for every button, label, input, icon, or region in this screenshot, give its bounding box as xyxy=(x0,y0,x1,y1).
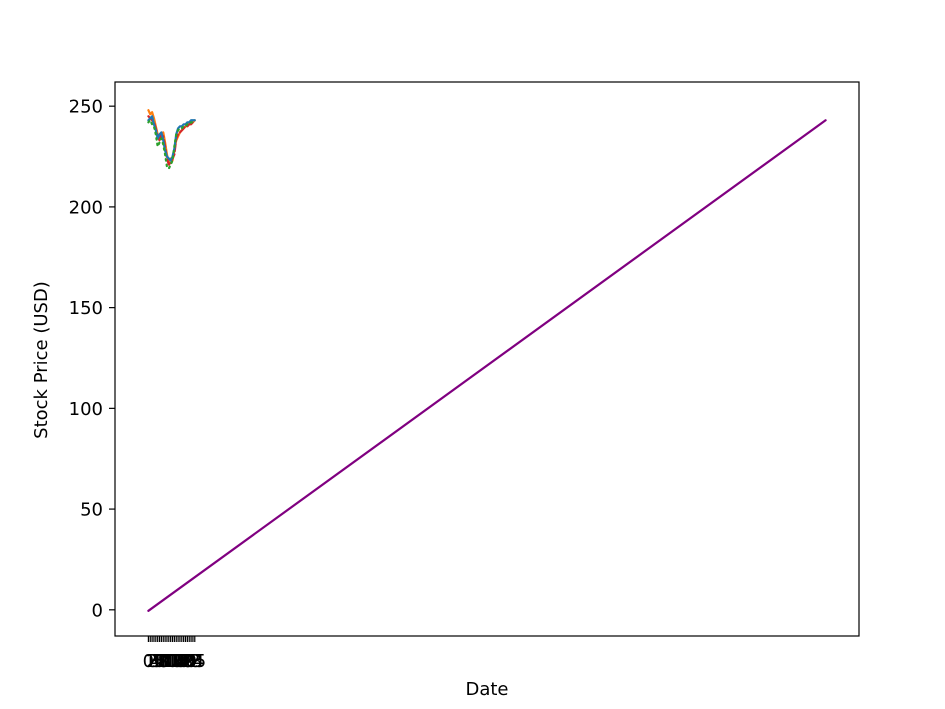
x-tick-label: 18 xyxy=(170,651,193,672)
y-tick-label: 0 xyxy=(92,600,103,621)
plot-frame xyxy=(114,81,860,637)
x-tick-label: 22 xyxy=(178,651,201,672)
x-tick-label: 2 xyxy=(146,651,157,672)
x-tick-label: 10 xyxy=(155,651,178,672)
x-tick-label: 5 xyxy=(152,651,163,672)
series-line-5 xyxy=(147,119,827,612)
x-tick-label: 25 xyxy=(183,651,206,672)
x-tick-label: 16 xyxy=(167,651,190,672)
y-tick-label: 250 xyxy=(69,97,103,118)
y-tick-label: 150 xyxy=(69,298,103,319)
x-tick-label: 14 xyxy=(163,651,186,672)
x-tick-label: 9 xyxy=(159,651,170,672)
x-tick-label: 13 xyxy=(161,651,184,672)
plot-lines xyxy=(147,109,827,612)
y-tick-label: 200 xyxy=(69,197,103,218)
x-tick-label: 17 xyxy=(168,651,191,672)
x-tick-label: 1 xyxy=(145,651,156,672)
y-tick-label: 50 xyxy=(80,500,103,521)
x-tick-label: 20 xyxy=(174,651,197,672)
x-tick-label: 0 xyxy=(143,651,154,672)
x-axis-label: Date xyxy=(465,679,508,700)
x-tick-label: 11 xyxy=(157,651,180,672)
y-tick-label: 100 xyxy=(69,399,103,420)
x-tick-label: 19 xyxy=(172,651,195,672)
x-tick-label: 7 xyxy=(156,651,167,672)
x-axis-ticks: 0123456789101112131415161718192021222324… xyxy=(143,636,206,672)
x-tick-label: 12 xyxy=(159,651,182,672)
y-axis-ticks: 0 50 100 150 200 250 xyxy=(69,97,115,621)
x-tick-label: 23 xyxy=(180,651,203,672)
x-tick-label: 8 xyxy=(158,651,169,672)
x-tick-label: 24 xyxy=(181,651,204,672)
x-tick-label: 15 xyxy=(165,651,188,672)
x-tick-label: 21 xyxy=(176,651,199,672)
y-axis-label: Stock Price (USD) xyxy=(31,281,52,439)
series-line-3 xyxy=(147,115,196,162)
x-tick-label: 4 xyxy=(150,651,161,672)
series-line-4 xyxy=(147,119,196,170)
x-tick-label: 3 xyxy=(148,651,159,672)
x-tick-label: 6 xyxy=(154,651,165,672)
